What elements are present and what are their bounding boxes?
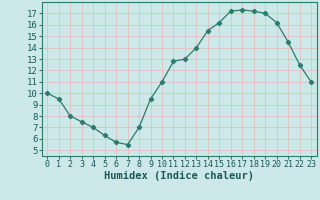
X-axis label: Humidex (Indice chaleur): Humidex (Indice chaleur) (104, 171, 254, 181)
